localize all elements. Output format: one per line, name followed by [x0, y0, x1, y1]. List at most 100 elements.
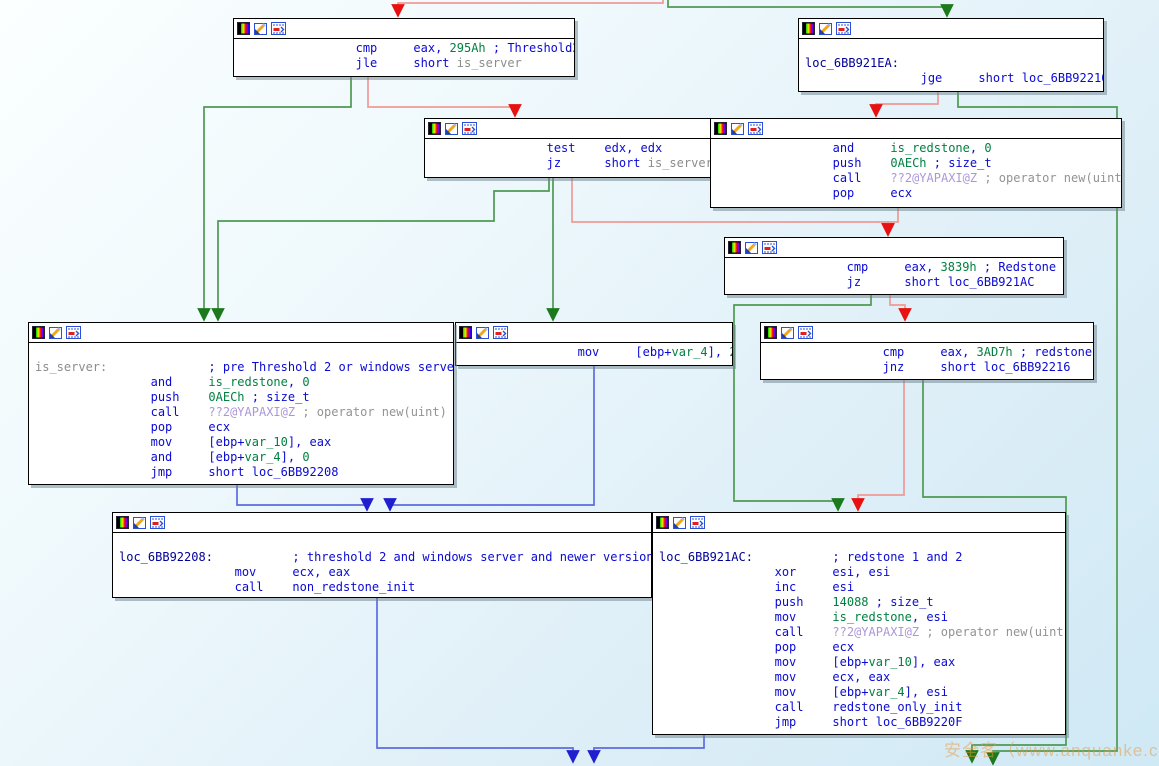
asm-line[interactable]: mov ecx, eax — [119, 565, 351, 579]
asm-line[interactable]: inc esi — [659, 580, 855, 594]
node-color-icon[interactable] — [237, 22, 250, 35]
asm-line[interactable]: loc_6BB92208: ; threshold 2 and windows … — [119, 550, 652, 564]
node-body: cmp eax, 3839h ; Redstone 1 jz short loc… — [725, 258, 1063, 290]
node-edit-icon[interactable] — [819, 22, 832, 35]
node-group-icon[interactable] — [462, 122, 477, 135]
asm-line[interactable]: push 14088 ; size_t — [659, 595, 934, 609]
graph-node-and-is-redstone[interactable]: and is_redstone, 0 push 0AECh ; size_t c… — [710, 118, 1122, 208]
node-color-icon[interactable] — [764, 326, 777, 339]
asm-line[interactable]: loc_6BB921EA: — [805, 56, 899, 70]
asm-line[interactable]: push 0AECh ; size_t — [35, 390, 310, 404]
asm-line[interactable]: mov [ebp+var_4], esi — [659, 685, 948, 699]
asm-line[interactable]: jle short is_server — [240, 56, 522, 70]
asm-line[interactable]: call ??2@YAPAXI@Z ; operator new(uint) — [35, 405, 447, 419]
node-group-icon[interactable] — [493, 326, 508, 339]
node-group-icon[interactable] — [798, 326, 813, 339]
asm-line[interactable]: pop ecx — [35, 420, 231, 434]
node-titlebar — [234, 19, 574, 39]
asm-line[interactable]: jz short is_server — [431, 156, 713, 170]
node-body: cmp eax, 3AD7h ; redstone2 jnz short loc… — [761, 343, 1093, 375]
asm-line[interactable]: and is_redstone, 0 — [35, 375, 310, 389]
node-edit-icon[interactable] — [673, 516, 686, 529]
node-group-icon[interactable] — [836, 22, 851, 35]
node-color-icon[interactable] — [459, 326, 472, 339]
asm-line[interactable]: jz short loc_6BB921AC — [731, 275, 1035, 289]
node-color-icon[interactable] — [116, 516, 129, 529]
asm-line[interactable]: jmp short loc_6BB92208 — [35, 465, 339, 479]
asm-line[interactable]: and is_redstone, 0 — [717, 141, 992, 155]
asm-line[interactable]: pop ecx — [659, 640, 855, 654]
node-color-icon[interactable] — [32, 326, 45, 339]
asm-line[interactable]: push 0AECh ; size_t — [717, 156, 992, 170]
asm-line[interactable]: loc_6BB921AC: ; redstone 1 and 2 — [659, 550, 963, 564]
node-group-icon[interactable] — [690, 516, 705, 529]
node-edit-icon[interactable] — [49, 326, 62, 339]
graph-node-loc_6BB921EA[interactable]: loc_6BB921EA: jge short loc_6BB92216 — [798, 18, 1104, 92]
graph-node-loc_6BB921AC[interactable]: loc_6BB921AC: ; redstone 1 and 2 xor esi… — [652, 512, 1066, 735]
asm-line[interactable]: jge short loc_6BB92216 — [805, 71, 1104, 85]
node-group-icon[interactable] — [271, 22, 286, 35]
asm-line[interactable]: mov [ebp+var_4], 2 — [462, 345, 732, 359]
asm-line[interactable]: call ??2@YAPAXI@Z ; operator new(uint) — [659, 625, 1066, 639]
asm-line[interactable] — [35, 345, 453, 360]
node-edit-icon[interactable] — [133, 516, 146, 529]
node-edit-icon[interactable] — [476, 326, 489, 339]
node-edit-icon[interactable] — [445, 122, 458, 135]
node-edit-icon[interactable] — [781, 326, 794, 339]
graph-node-cmp-redstone1[interactable]: cmp eax, 3839h ; Redstone 1 jz short loc… — [724, 237, 1064, 295]
node-titlebar — [799, 19, 1103, 39]
node-color-icon[interactable] — [728, 241, 741, 254]
node-edit-icon[interactable] — [745, 241, 758, 254]
node-color-icon[interactable] — [656, 516, 669, 529]
asm-line[interactable]: cmp eax, 295Ah ; Threshold2 — [240, 41, 575, 55]
graph-node-mov-var4-2[interactable]: mov [ebp+var_4], 2 — [455, 322, 733, 366]
graph-node-loc_6BB92208[interactable]: loc_6BB92208: ; threshold 2 and windows … — [112, 512, 652, 598]
graph-edge-cmp-threshold2-false-to-test — [367, 76, 522, 118]
asm-line[interactable]: mov is_redstone, esi — [659, 610, 948, 624]
node-group-icon[interactable] — [66, 326, 81, 339]
asm-line[interactable]: jmp short loc_6BB9220F — [659, 715, 963, 729]
asm-line[interactable]: jnz short loc_6BB92216 — [767, 360, 1071, 374]
node-edit-icon[interactable] — [254, 22, 267, 35]
node-color-icon[interactable] — [802, 22, 815, 35]
graph-edge-mov-var4-to-loc_6BB92208 — [383, 365, 595, 512]
asm-line[interactable]: mov [ebp+var_10], eax — [35, 435, 332, 449]
asm-line[interactable]: call ??2@YAPAXI@Z ; operator new(uint) — [717, 171, 1122, 185]
asm-line[interactable]: and [ebp+var_4], 0 — [35, 450, 310, 464]
asm-line[interactable]: test edx, edx — [431, 141, 663, 155]
graph-node-test-edx[interactable]: test edx, edx jz short is_server — [424, 118, 713, 178]
node-body: cmp eax, 295Ah ; Threshold2 jle short is… — [234, 39, 574, 71]
node-color-icon[interactable] — [428, 122, 441, 135]
node-body: loc_6BB92208: ; threshold 2 and windows … — [113, 533, 651, 595]
node-body: and is_redstone, 0 push 0AECh ; size_t c… — [711, 139, 1121, 201]
asm-line[interactable]: pop ecx — [717, 186, 913, 200]
graph-node-cmp-redstone2[interactable]: cmp eax, 3AD7h ; redstone2 jnz short loc… — [760, 322, 1094, 380]
node-group-icon[interactable] — [150, 516, 165, 529]
asm-line[interactable] — [659, 535, 1065, 550]
asm-line[interactable]: mov [ebp+var_10], eax — [659, 655, 956, 669]
node-group-icon[interactable] — [748, 122, 763, 135]
asm-line[interactable]: cmp eax, 3839h ; Redstone 1 — [731, 260, 1064, 274]
asm-line[interactable] — [805, 41, 1103, 56]
node-titlebar — [425, 119, 712, 139]
asm-line[interactable]: call non_redstone_init — [119, 580, 416, 594]
graph-edge-and-block-to-cmp-redstone1 — [881, 207, 899, 237]
node-titlebar — [711, 119, 1121, 139]
node-body: is_server: ; pre Threshold 2 or windows … — [29, 343, 453, 480]
graph-edge-cmp-redstone2-true-to-bottom — [922, 379, 1067, 764]
graph-node-is_server[interactable]: is_server: ; pre Threshold 2 or windows … — [28, 322, 454, 485]
node-edit-icon[interactable] — [731, 122, 744, 135]
node-group-icon[interactable] — [762, 241, 777, 254]
asm-line[interactable]: cmp eax, 3AD7h ; redstone2 — [767, 345, 1094, 359]
graph-node-cmp-threshold2[interactable]: cmp eax, 295Ah ; Threshold2 jle short is… — [233, 18, 575, 77]
asm-line[interactable]: xor esi, esi — [659, 565, 891, 579]
asm-line[interactable]: is_server: ; pre Threshold 2 or windows … — [35, 360, 454, 374]
asm-line[interactable]: call redstone_only_init — [659, 700, 963, 714]
node-titlebar — [29, 323, 453, 343]
graph-edge-loc_6BB921EA-false-to-and-block — [869, 91, 939, 118]
node-color-icon[interactable] — [714, 122, 727, 135]
asm-line[interactable]: mov ecx, eax — [659, 670, 891, 684]
graph-edge-entry-to-loc_6BB921EA — [667, 0, 954, 18]
asm-line[interactable] — [119, 535, 651, 550]
